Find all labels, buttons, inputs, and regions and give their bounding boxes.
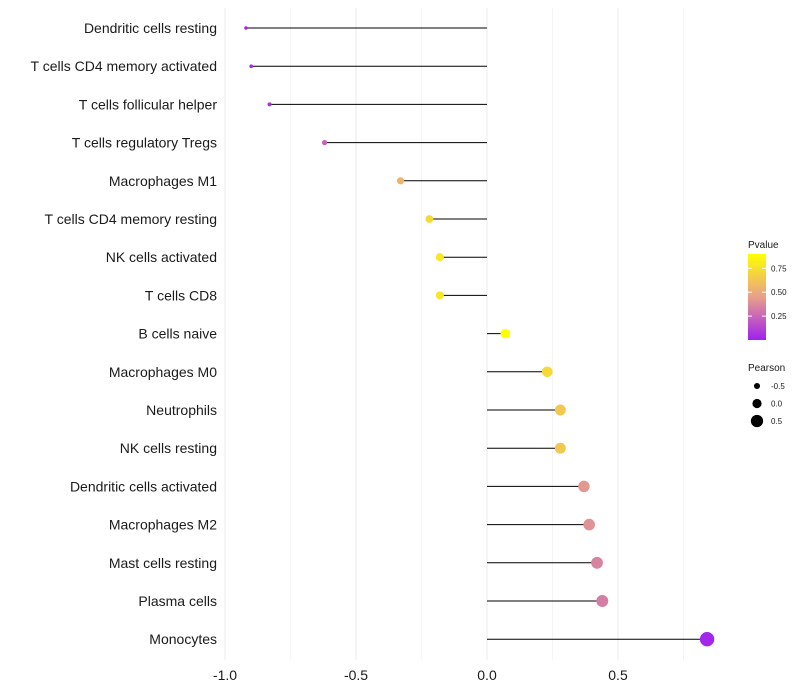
size-legend-label: 0.5	[771, 417, 783, 426]
x-tick-labels: -1.0 -0.5 0.0 0.5	[213, 667, 628, 683]
lollipop-point	[541, 366, 553, 378]
x-tick-label: -1.0	[213, 667, 237, 683]
size-legend-title: Pearson	[748, 363, 785, 374]
lollipop-point	[425, 215, 434, 223]
x-tick-label: -0.5	[344, 667, 368, 683]
x-tick-label: 0.0	[477, 667, 497, 683]
color-legend-ticks: 0.25 0.50 0.75	[748, 264, 787, 321]
lollipop-point	[699, 631, 715, 647]
category-label: T cells follicular helper	[79, 96, 218, 112]
size-legend-dot	[750, 414, 764, 428]
size-legend-dot	[753, 382, 761, 390]
category-label: NK cells activated	[106, 249, 217, 265]
x-tick-label: 0.5	[608, 667, 628, 683]
grid-layer	[224, 8, 684, 660]
legend: Pvalue 0.25 0.50 0.75 Pearson -0.5 0.0 0.5	[748, 240, 787, 428]
lollipop-point	[249, 64, 254, 69]
color-legend-bar	[748, 254, 766, 340]
lollipop-point	[244, 26, 248, 30]
lollipop-point	[396, 177, 405, 185]
category-label: NK cells resting	[120, 440, 217, 456]
color-legend-label: 0.25	[771, 312, 787, 321]
lollipop-point	[578, 480, 590, 493]
category-label: Macrophages M1	[109, 173, 217, 189]
category-label: Macrophages M2	[109, 517, 217, 533]
size-legend-label: 0.0	[771, 400, 783, 409]
category-label: Monocytes	[149, 631, 217, 647]
size-legend-keys: -0.5 0.0 0.5	[750, 382, 785, 428]
category-label: Plasma cells	[138, 593, 217, 609]
lollipop-point	[435, 253, 444, 262]
category-label: Mast cells resting	[109, 555, 217, 571]
category-label: Macrophages M0	[109, 364, 217, 380]
category-label: T cells CD8	[145, 287, 217, 303]
category-label: T cells CD4 memory activated	[31, 58, 217, 74]
lollipop-point	[583, 518, 595, 531]
category-label: T cells CD4 memory resting	[45, 211, 217, 227]
lollipop-point	[267, 102, 272, 107]
category-label: Dendritic cells activated	[70, 478, 217, 494]
color-legend-label: 0.75	[771, 264, 787, 273]
point-layer	[244, 26, 715, 647]
size-legend-label: -0.5	[771, 382, 785, 391]
size-legend-dot	[752, 398, 762, 409]
lollipop-point	[554, 442, 566, 454]
color-legend-title: Pvalue	[748, 240, 779, 251]
lollipop-point	[435, 291, 444, 300]
lollipop-point	[554, 404, 566, 416]
lollipop-point	[591, 556, 603, 569]
category-label: Dendritic cells resting	[84, 20, 217, 36]
category-label: B cells naive	[138, 326, 217, 342]
lollipop-point	[596, 595, 609, 607]
lollipop-point	[500, 328, 511, 339]
category-labels: Dendritic cells resting T cells CD4 memor…	[31, 20, 218, 647]
lollipop-point	[321, 139, 328, 146]
stem-layer	[245, 27, 708, 640]
color-legend-label: 0.50	[771, 288, 787, 297]
category-label: T cells regulatory Tregs	[72, 135, 217, 151]
category-label: Neutrophils	[146, 402, 217, 418]
